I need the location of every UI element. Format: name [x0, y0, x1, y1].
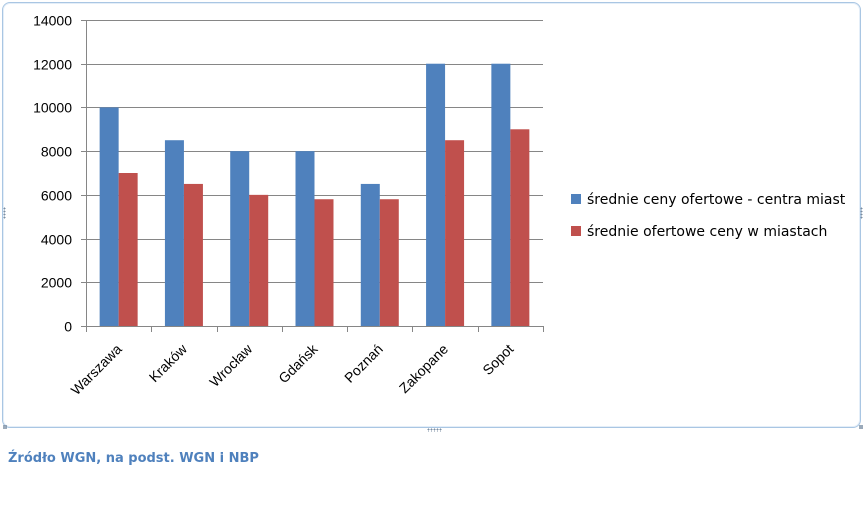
bar-city-average — [379, 199, 399, 326]
bar-city-center — [426, 63, 446, 326]
resize-handle-left[interactable] — [3, 207, 6, 219]
y-tick-label: 14000 — [33, 13, 72, 29]
x-tick-label: Wrocław — [206, 340, 256, 390]
bar-city-center — [164, 140, 184, 326]
bar-city-center — [360, 183, 380, 326]
bar-city-average — [118, 173, 138, 326]
y-tick-label: 0 — [64, 319, 72, 335]
legend-label: średnie ofertowe ceny w miastach — [587, 224, 827, 240]
y-tick-label: 12000 — [33, 57, 72, 73]
x-tick-label: Warszawa — [68, 341, 125, 398]
resize-handle-bottom-left[interactable] — [3, 425, 7, 429]
legend: średnie ceny ofertowe - centra miast śred… — [571, 192, 846, 240]
axes — [81, 20, 544, 332]
y-tick-label: 6000 — [41, 188, 72, 204]
x-axis-tick-labels: Warszawa Kraków Wrocław Gdańsk Poznań Zakopan… — [68, 340, 517, 398]
bar-city-center — [295, 151, 315, 326]
y-tick-label: 2000 — [41, 275, 72, 291]
legend-swatch — [571, 194, 581, 204]
resize-handle-bottom-right[interactable] — [859, 425, 863, 429]
x-tick-label: Zakopane — [396, 341, 451, 396]
x-tick-label: Kraków — [146, 340, 191, 385]
x-tick-label: Poznań — [341, 341, 386, 386]
bar-city-average — [510, 129, 530, 326]
bar-city-average — [249, 194, 269, 326]
y-tick-label: 10000 — [33, 100, 72, 116]
y-axis-tick-labels: 0 2000 4000 6000 8000 10000 12000 14000 — [33, 13, 72, 335]
y-tick-label: 4000 — [41, 232, 72, 248]
bar-city-center — [99, 107, 119, 326]
legend-label: średnie ceny ofertowe - centra miast — [587, 192, 846, 208]
bar-city-center — [491, 63, 511, 326]
source-caption: Źródło WGN, na podst. WGN i NBP — [8, 451, 259, 466]
bar-city-average — [183, 183, 203, 326]
legend-swatch — [571, 226, 581, 236]
x-tick-label: Sopot — [479, 341, 516, 378]
bar-city-average — [314, 199, 334, 326]
bar-city-average — [445, 140, 465, 326]
resize-handle-bottom[interactable] — [427, 428, 442, 432]
bar-chart: 0 2000 4000 6000 8000 10000 12000 14000 Warszaw… — [33, 13, 846, 398]
x-tick-label: Gdańsk — [275, 340, 321, 386]
resize-handle-right[interactable] — [860, 207, 863, 219]
bars — [99, 63, 530, 326]
y-tick-label: 8000 — [41, 144, 72, 160]
bar-city-center — [230, 151, 250, 326]
